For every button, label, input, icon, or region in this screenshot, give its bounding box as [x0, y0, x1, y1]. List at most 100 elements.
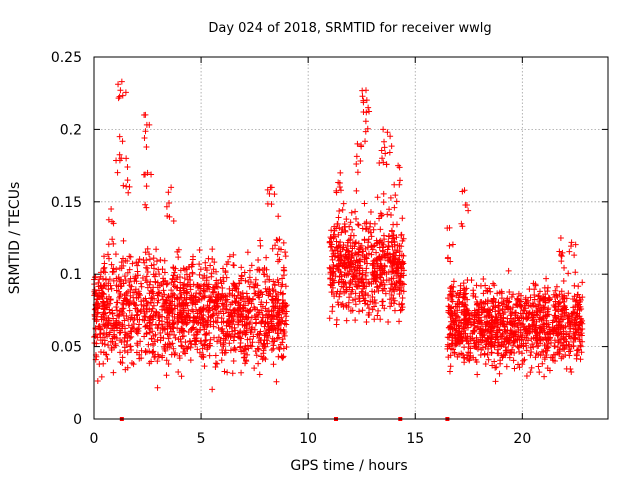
data-point — [106, 276, 113, 283]
data-point — [521, 356, 528, 363]
data-point — [209, 246, 216, 253]
data-point — [185, 343, 192, 350]
data-point — [110, 265, 117, 272]
data-point — [576, 322, 583, 329]
plot-frame — [93, 56, 609, 420]
data-point — [148, 294, 155, 301]
data-point — [270, 307, 277, 314]
data-point — [105, 216, 112, 223]
data-point — [141, 259, 148, 266]
data-point — [520, 357, 527, 364]
data-point — [446, 324, 453, 331]
data-point — [269, 335, 276, 342]
data-point — [265, 333, 272, 340]
data-point — [352, 296, 359, 303]
data-point — [223, 333, 230, 340]
data-point — [400, 281, 407, 288]
data-point — [194, 346, 201, 353]
data-point — [269, 303, 276, 310]
data-point — [220, 330, 227, 337]
data-point — [382, 290, 389, 297]
data-point — [119, 321, 126, 328]
data-point — [543, 351, 550, 358]
data-point — [377, 226, 384, 233]
data-point — [280, 353, 287, 360]
data-point — [107, 296, 114, 303]
data-point — [524, 327, 531, 334]
data-point — [381, 281, 388, 288]
data-point — [461, 344, 468, 351]
data-point — [107, 320, 114, 327]
data-point — [269, 338, 276, 345]
data-point — [240, 347, 247, 354]
data-point — [136, 256, 143, 263]
data-point — [557, 318, 564, 325]
data-point — [468, 311, 475, 318]
data-point — [371, 316, 378, 323]
data-point — [371, 275, 378, 282]
data-point — [576, 321, 583, 328]
data-point — [202, 331, 209, 338]
data-point — [539, 328, 546, 335]
data-point — [116, 277, 123, 284]
data-point — [392, 284, 399, 291]
data-point — [164, 280, 171, 287]
data-point — [217, 276, 224, 283]
data-point — [346, 294, 353, 301]
data-point — [95, 323, 102, 330]
data-point — [391, 288, 398, 295]
data-point — [244, 294, 251, 301]
data-point — [535, 301, 542, 308]
data-point — [577, 356, 584, 363]
data-point — [376, 215, 383, 222]
data-point — [109, 325, 116, 332]
data-point — [537, 352, 544, 359]
data-point — [149, 340, 156, 347]
data-point — [113, 317, 120, 324]
data-point — [364, 125, 371, 132]
data-point — [171, 351, 178, 358]
data-point — [115, 81, 122, 88]
data-point — [387, 133, 394, 140]
data-point — [257, 242, 264, 249]
axis-ticks: 0 5 10 15 20 0 0.05 0.1 0.15 0.2 0.25 — [51, 50, 608, 447]
data-point — [448, 304, 455, 311]
data-point — [579, 294, 586, 301]
data-point — [105, 317, 112, 324]
data-point — [380, 232, 387, 239]
data-point — [223, 302, 230, 309]
data-point — [101, 337, 108, 344]
data-point — [144, 305, 151, 312]
data-point — [213, 268, 220, 275]
data-point — [388, 211, 395, 218]
data-point — [539, 360, 546, 367]
data-point — [558, 253, 565, 260]
data-point — [263, 299, 270, 306]
data-point — [362, 290, 369, 297]
data-point — [518, 336, 525, 343]
data-point — [211, 303, 218, 310]
data-point — [143, 348, 150, 355]
data-point — [153, 246, 160, 253]
data-point — [536, 369, 543, 376]
data-point — [530, 344, 537, 351]
data-point — [349, 307, 356, 314]
data-point — [388, 239, 395, 246]
data-point — [390, 295, 397, 302]
data-point — [522, 314, 529, 321]
data-point — [152, 321, 159, 328]
data-point — [334, 247, 341, 254]
data-point — [569, 310, 576, 317]
data-point — [117, 359, 124, 366]
data-point — [165, 361, 172, 368]
data-point — [362, 118, 369, 125]
data-point — [555, 315, 562, 322]
data-point — [505, 299, 512, 306]
data-point — [456, 351, 463, 358]
data-point — [354, 169, 361, 176]
data-point — [500, 314, 507, 321]
data-point — [557, 235, 564, 241]
data-point — [196, 314, 203, 321]
data-point — [562, 352, 569, 359]
data-point — [551, 357, 558, 364]
